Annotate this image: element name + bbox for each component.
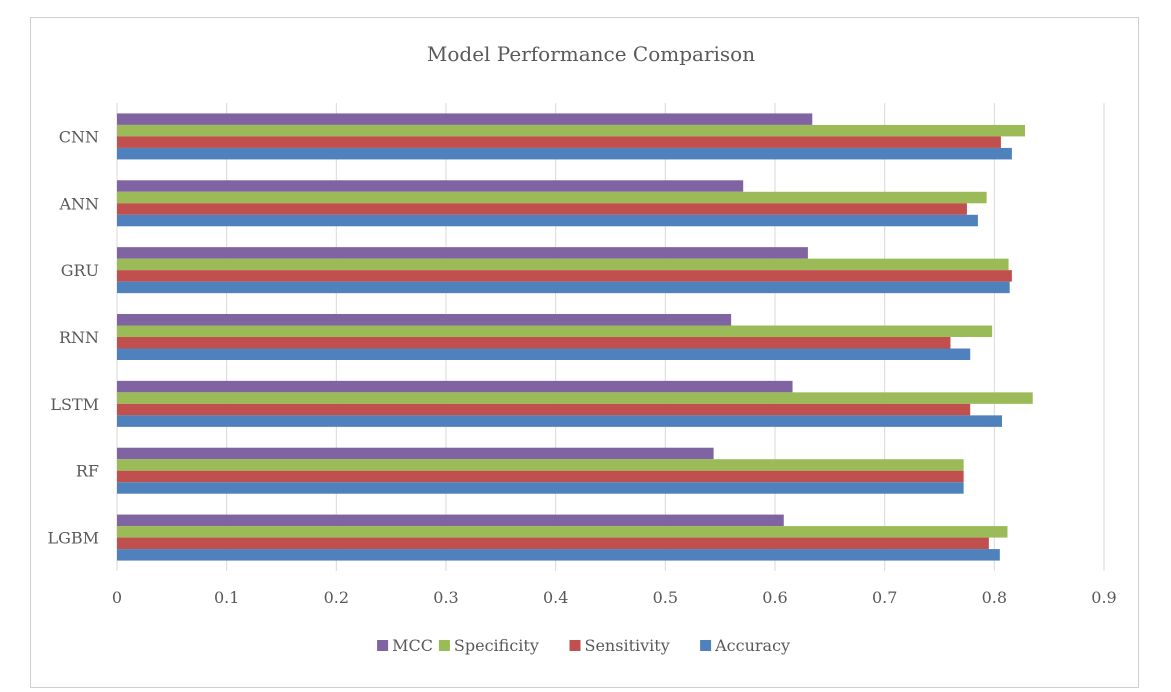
bar-mcc-lgbm <box>117 514 784 527</box>
bar-chart: Model Performance Comparison CNN ANN GRU RN… <box>47 42 1117 655</box>
bar-specificity-lstm <box>117 392 1033 404</box>
bar-mcc-cnn <box>117 113 813 125</box>
bar-accuracy-rnn <box>117 348 971 360</box>
bar-sensitivity-lgbm <box>117 537 989 550</box>
bar-sensitivity-gru <box>117 270 1012 282</box>
x-tick-label: 0.6 <box>762 588 787 607</box>
x-tick-label: 0 <box>112 588 122 607</box>
legend-swatch <box>700 640 712 651</box>
bar-mcc-ann <box>117 180 744 192</box>
x-tick-label: 0.7 <box>872 588 897 607</box>
category-label: GRU <box>61 261 99 280</box>
legend-label: MCC <box>392 636 433 655</box>
category-labels: CNN ANN GRU RNN LSTM RF LGBM <box>47 127 99 547</box>
x-tick-label: 0.2 <box>324 588 349 607</box>
bar-accuracy-lstm <box>117 415 1003 427</box>
legend-swatch <box>438 640 450 651</box>
bar-mcc-rf <box>117 447 714 460</box>
x-tick-label: 0.1 <box>214 588 239 607</box>
bar-mcc-rnn <box>117 314 732 326</box>
bar-accuracy-ann <box>117 214 978 227</box>
x-tick-label: 0.8 <box>982 588 1007 607</box>
legend-label: Specificity <box>454 636 539 655</box>
x-tick-label: 0.9 <box>1091 588 1116 607</box>
legend-swatch <box>569 640 581 651</box>
chart-title: Model Performance Comparison <box>427 42 755 66</box>
category-label: ANN <box>58 194 99 213</box>
bar-sensitivity-ann <box>117 203 967 215</box>
legend-label: Accuracy <box>714 636 790 655</box>
category-label: LSTM <box>50 395 99 414</box>
bar-specificity-lgbm <box>117 526 1008 538</box>
bar-mcc-gru <box>117 247 808 259</box>
legend-label: Sensitivity <box>585 636 670 655</box>
bar-specificity-cnn <box>117 124 1026 137</box>
x-tick-label: 0.5 <box>653 588 678 607</box>
legend-swatch <box>377 640 389 651</box>
category-label: LGBM <box>47 529 99 548</box>
bar-accuracy-cnn <box>117 147 1012 160</box>
legend: MCC Specificity Sensitivity Accuracy <box>377 636 790 655</box>
category-label: CNN <box>59 127 99 146</box>
x-tick-label: 0.4 <box>543 588 568 607</box>
chart-frame: Model Performance Comparison CNN ANN GRU RN… <box>30 17 1139 688</box>
category-label: RNN <box>59 328 99 347</box>
bar-specificity-gru <box>117 258 1009 271</box>
x-tick-labels: 0 0.1 0.2 0.3 0.4 0.5 0.6 0.7 0.8 0.9 <box>112 588 1117 607</box>
bar-sensitivity-rnn <box>117 337 951 349</box>
bar-specificity-ann <box>117 191 987 204</box>
bar-accuracy-gru <box>117 281 1010 294</box>
category-label: RF <box>76 462 99 481</box>
bar-sensitivity-cnn <box>117 136 1001 148</box>
bar-specificity-rf <box>117 459 964 471</box>
x-tick-label: 0.3 <box>433 588 458 607</box>
bar-accuracy-lgbm <box>117 549 1000 561</box>
bar-mcc-lstm <box>117 380 793 393</box>
bars <box>117 113 1033 561</box>
bar-sensitivity-lstm <box>117 403 971 416</box>
bar-specificity-rnn <box>117 325 993 337</box>
bar-accuracy-rf <box>117 482 964 494</box>
bar-sensitivity-rf <box>117 470 964 483</box>
